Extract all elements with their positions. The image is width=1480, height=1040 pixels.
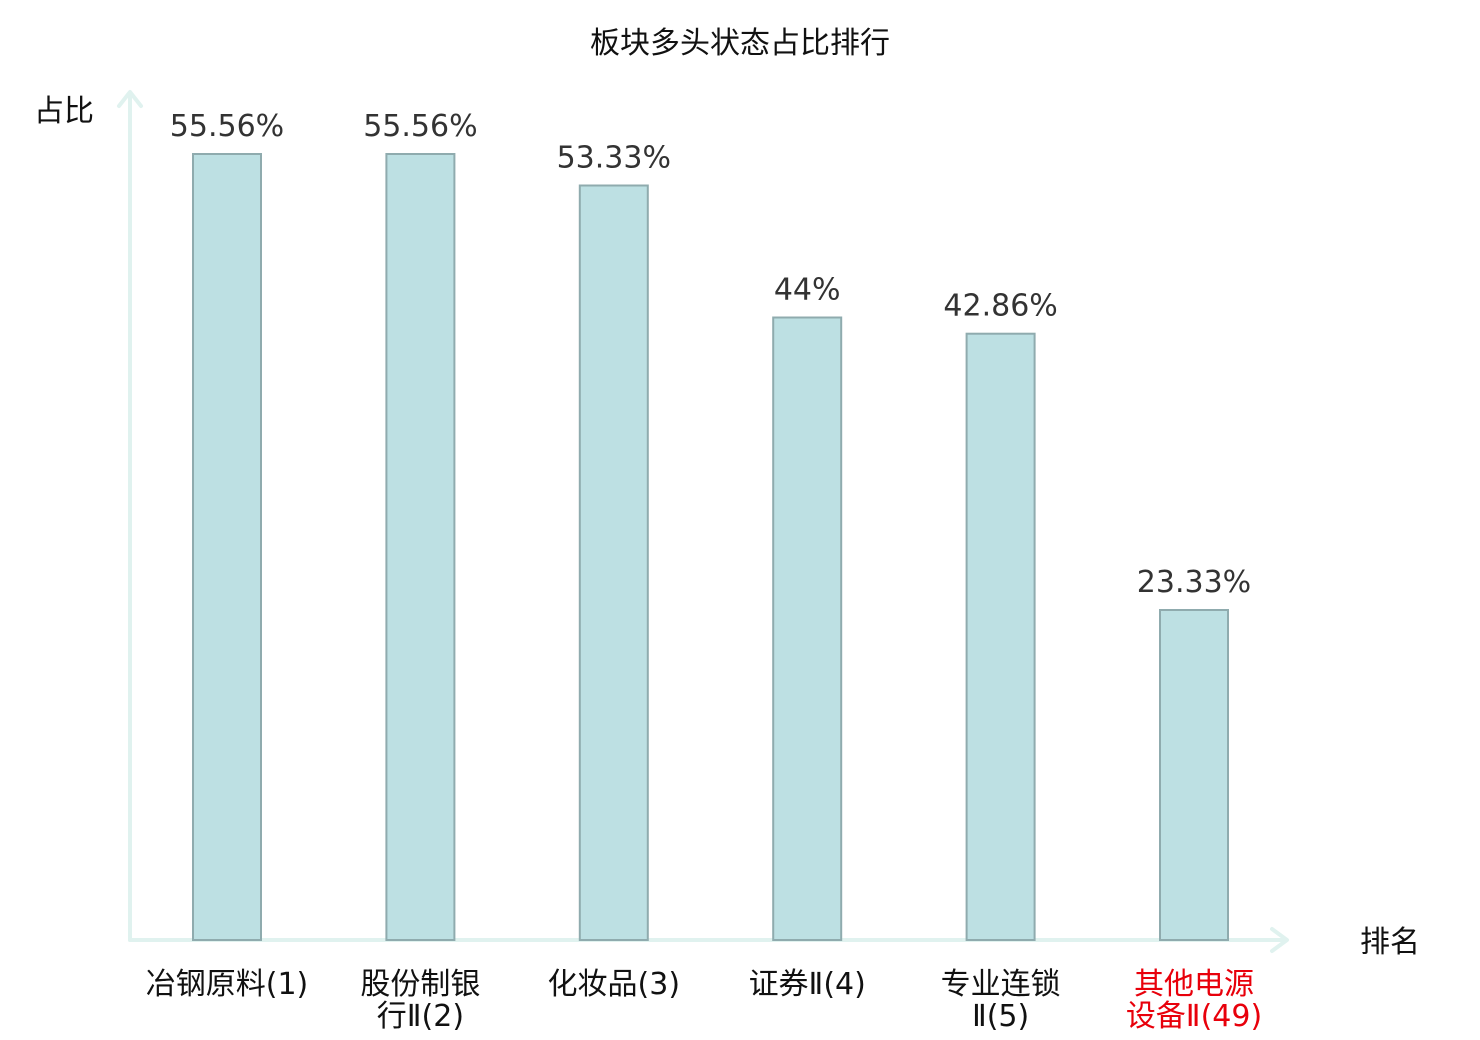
category-tick-label: 化妆品(3) bbox=[548, 967, 681, 1002]
category-tick-label: 专业连锁 bbox=[941, 967, 1061, 1002]
category-tick-label: 行Ⅱ(2) bbox=[377, 999, 464, 1034]
bar bbox=[1159, 609, 1229, 941]
category-tick-label: 其他电源 bbox=[1134, 967, 1254, 1002]
value-label-group: 55.56% 55.56% 53.33% 44% 42.86% 23.33% bbox=[170, 109, 1251, 600]
x-axis-arrow-icon bbox=[1270, 927, 1289, 953]
x-axis-label: 排名 bbox=[1360, 925, 1420, 960]
y-axis-label: 占比 bbox=[34, 94, 94, 129]
bar bbox=[965, 332, 1036, 941]
category-tick-label: 证券Ⅱ(4) bbox=[749, 967, 866, 1002]
bar-value-label: 42.86% bbox=[943, 289, 1057, 324]
bar bbox=[578, 184, 649, 941]
category-tick-label: 冶钢原料(1) bbox=[146, 967, 309, 1002]
bar-value-label: 23.33% bbox=[1137, 565, 1251, 600]
x-axis: 排名 bbox=[128, 925, 1420, 960]
category-tick-label: 股份制银 bbox=[360, 967, 480, 1002]
category-tick-label: 设备Ⅱ(49) bbox=[1126, 999, 1262, 1034]
bar bbox=[772, 316, 843, 941]
y-axis: 占比 bbox=[34, 90, 143, 942]
bar-value-label: 55.56% bbox=[363, 109, 477, 144]
bar bbox=[192, 153, 262, 941]
bar bbox=[385, 153, 456, 941]
bar-value-label: 53.33% bbox=[557, 141, 671, 176]
category-tick-label: Ⅱ(5) bbox=[972, 999, 1029, 1034]
bar-value-label: 55.56% bbox=[170, 109, 284, 144]
bar-group bbox=[192, 153, 1229, 941]
y-axis-arrow-icon bbox=[117, 90, 143, 108]
chart-title: 板块多头状态占比排行 bbox=[590, 26, 890, 61]
bar-value-label: 44% bbox=[774, 273, 841, 308]
